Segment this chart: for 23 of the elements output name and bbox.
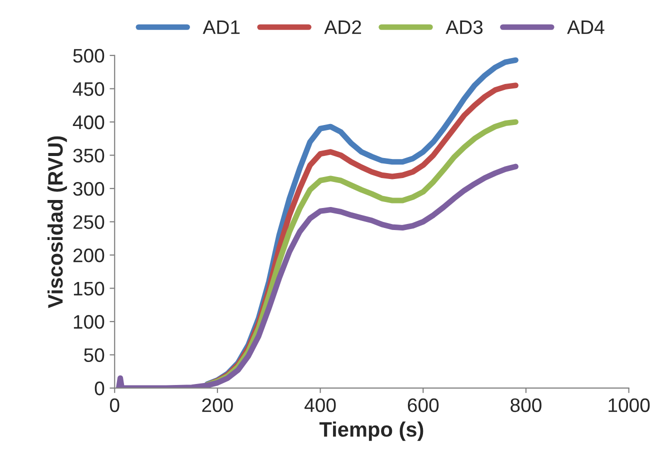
- y-tick-label: 400: [72, 115, 104, 130]
- y-tick-label: 250: [73, 215, 104, 229]
- x-tick-label: 600: [408, 398, 439, 412]
- x-tick-label: 400: [304, 398, 336, 412]
- x-axis-title: Tiempo (s): [319, 421, 424, 441]
- y-tick-label: 0: [94, 382, 104, 396]
- y-tick-label: 150: [74, 282, 104, 296]
- x-tick-label: 200: [202, 398, 233, 412]
- legend-label: AD1: [202, 20, 240, 34]
- legend-label: AD4: [567, 20, 604, 34]
- x-tick-label: 800: [510, 398, 542, 412]
- y-tick-label: 450: [72, 82, 104, 96]
- y-tick-label: 100: [74, 315, 104, 329]
- y-tick-label: 350: [73, 148, 104, 162]
- x-tick-label: 0: [110, 398, 120, 412]
- y-tick-label: 50: [84, 348, 104, 362]
- x-tick-label: 1000: [608, 398, 650, 412]
- y-tick-label: 300: [73, 182, 104, 196]
- legend-label: AD2: [324, 20, 362, 34]
- legend-label: AD3: [446, 20, 483, 34]
- y-tick-label: 500: [73, 48, 104, 63]
- y-axis-title: Viscosidad (RVU): [47, 136, 67, 308]
- y-tick-label: 200: [73, 248, 104, 262]
